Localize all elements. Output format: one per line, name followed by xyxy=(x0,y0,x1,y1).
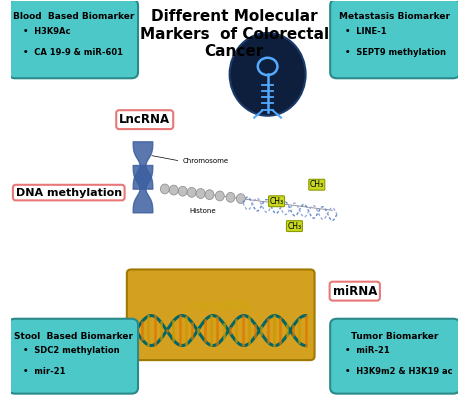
Text: Different Molecular
Markers  of Colorectal
Cancer: Different Molecular Markers of Colorecta… xyxy=(139,9,328,59)
Ellipse shape xyxy=(178,186,187,196)
Text: Metastasis Biomarker: Metastasis Biomarker xyxy=(339,12,450,21)
Text: miRNA: miRNA xyxy=(333,285,377,298)
Text: •  H3K9m2 & H3K19 ac: • H3K9m2 & H3K19 ac xyxy=(345,367,453,376)
Text: •  SDC2 methylation: • SDC2 methylation xyxy=(23,346,120,355)
Text: •  SEPT9 methylation: • SEPT9 methylation xyxy=(345,48,446,56)
FancyBboxPatch shape xyxy=(9,319,138,394)
Text: Tumor Biomarker: Tumor Biomarker xyxy=(351,332,438,341)
Text: LncRNA: LncRNA xyxy=(119,113,170,126)
Text: •  mir-21: • mir-21 xyxy=(23,367,66,376)
Text: Stool  Based Biomarker: Stool Based Biomarker xyxy=(14,332,133,341)
Text: •  CA 19-9 & miR-601: • CA 19-9 & miR-601 xyxy=(23,48,123,56)
FancyBboxPatch shape xyxy=(127,270,315,360)
Ellipse shape xyxy=(229,33,306,116)
Text: Chromosome: Chromosome xyxy=(182,158,229,164)
Ellipse shape xyxy=(160,184,169,194)
Ellipse shape xyxy=(187,187,196,197)
Ellipse shape xyxy=(169,185,178,195)
Text: microRNA: microRNA xyxy=(190,301,252,313)
FancyBboxPatch shape xyxy=(330,0,460,78)
Text: Histone: Histone xyxy=(190,208,216,214)
Text: DNA methylation: DNA methylation xyxy=(16,188,122,198)
Text: Blood  Based Biomarker: Blood Based Biomarker xyxy=(12,12,134,21)
Text: •  H3K9Ac: • H3K9Ac xyxy=(23,27,71,36)
Text: •  miR-21: • miR-21 xyxy=(345,346,390,355)
Ellipse shape xyxy=(226,193,235,202)
Ellipse shape xyxy=(196,189,205,198)
Ellipse shape xyxy=(205,190,214,200)
Text: CH₃: CH₃ xyxy=(270,197,283,206)
Text: •  LINE-1: • LINE-1 xyxy=(345,27,387,36)
FancyBboxPatch shape xyxy=(330,319,460,394)
Ellipse shape xyxy=(237,194,245,204)
FancyBboxPatch shape xyxy=(9,0,138,78)
Text: CH₃: CH₃ xyxy=(287,222,301,231)
Text: CH₃: CH₃ xyxy=(310,180,324,189)
Ellipse shape xyxy=(215,191,224,201)
